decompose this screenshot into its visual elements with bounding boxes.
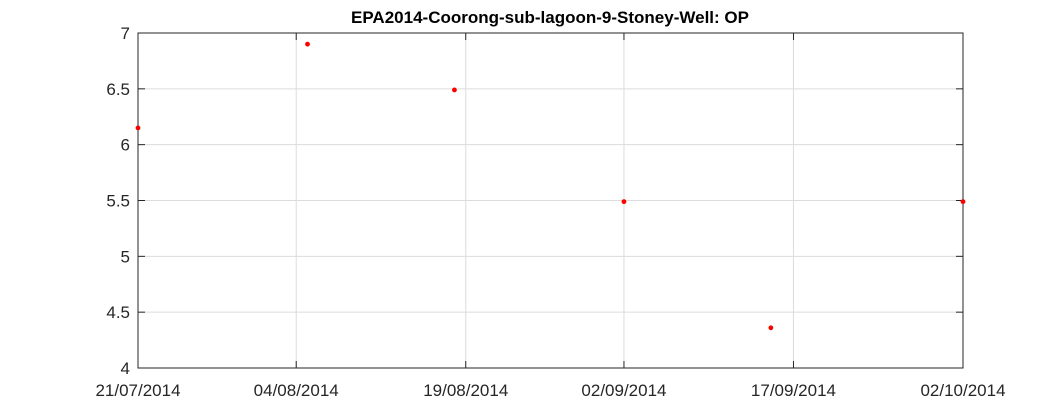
y-tick-label: 7 <box>121 24 130 43</box>
x-tick-label: 19/08/2014 <box>423 381 508 400</box>
data-points <box>135 41 966 331</box>
y-tick-label: 4.5 <box>106 303 130 322</box>
x-tick-label: 17/09/2014 <box>751 381 836 400</box>
y-tick-label: 4 <box>121 359 130 378</box>
x-tick-label: 21/07/2014 <box>95 381 180 400</box>
data-point <box>135 125 141 131</box>
y-tick-label: 6 <box>121 136 130 155</box>
data-point <box>768 325 774 331</box>
y-tick-label: 5 <box>121 247 130 266</box>
data-point <box>621 199 627 205</box>
x-tick-label: 02/10/2014 <box>920 381 1005 400</box>
x-tick-label: 02/09/2014 <box>581 381 666 400</box>
y-tick-label: 6.5 <box>106 80 130 99</box>
axis-ticks: 21/07/2014 04/08/2014 19/08/2014 02/09/2014… <box>95 24 1005 400</box>
data-point <box>960 199 966 205</box>
data-point <box>452 87 457 93</box>
data-point <box>305 41 310 47</box>
y-tick-label: 5.5 <box>106 192 130 211</box>
chart-title: EPA2014-Coorong-sub-lagoon-9-Stoney-Well… <box>351 8 749 27</box>
x-tick-label: 04/08/2014 <box>254 381 339 400</box>
